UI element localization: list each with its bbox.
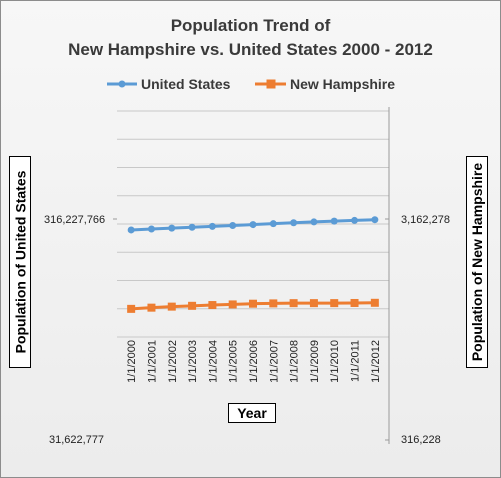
data-point-united-states bbox=[249, 221, 257, 229]
right-tick-label-high: 3,162,278 bbox=[401, 214, 450, 226]
data-point-united-states bbox=[168, 224, 176, 232]
x-tick-label: 1/1/2004 bbox=[207, 340, 219, 383]
data-point-new-hampshire bbox=[350, 298, 359, 307]
data-point-new-hampshire bbox=[330, 299, 339, 308]
data-point-new-hampshire bbox=[127, 304, 136, 313]
data-point-united-states bbox=[269, 220, 277, 228]
legend-label-new-hampshire: New Hampshire bbox=[290, 76, 396, 92]
chart-title-line-1: Population Trend of bbox=[170, 16, 331, 35]
y-axis-title-left: Population of United States bbox=[9, 156, 31, 368]
y-axis-title-left-text: Population of United States bbox=[12, 170, 28, 354]
x-tick-label: 1/1/2008 bbox=[289, 340, 301, 383]
data-point-new-hampshire bbox=[309, 299, 318, 308]
data-point-united-states bbox=[330, 217, 338, 225]
data-point-new-hampshire bbox=[208, 301, 217, 310]
legend-marker-united-states bbox=[118, 80, 126, 88]
data-point-new-hampshire bbox=[289, 299, 298, 308]
x-tick-label: 1/1/2012 bbox=[370, 340, 382, 383]
left-tick-label-low: 31,622,777 bbox=[49, 434, 105, 446]
data-point-united-states bbox=[371, 216, 379, 224]
x-tick-label: 1/1/2002 bbox=[167, 340, 179, 383]
legend-label-united-states: United States bbox=[141, 76, 231, 92]
data-point-new-hampshire bbox=[249, 299, 257, 308]
x-tick-label: 1/1/2009 bbox=[309, 340, 321, 383]
data-point-united-states bbox=[208, 222, 216, 230]
data-point-new-hampshire bbox=[147, 303, 156, 312]
data-point-united-states bbox=[351, 216, 359, 224]
left-tick-label-high: 316,227,766 bbox=[44, 214, 106, 226]
chart-title-line-2: New Hampshire vs. United States 2000 - 2… bbox=[68, 40, 433, 59]
data-point-new-hampshire bbox=[370, 298, 379, 307]
data-point-new-hampshire bbox=[167, 302, 176, 311]
y-axis-title-right: Population of New Hampshire bbox=[466, 156, 488, 368]
x-axis-title: Year bbox=[228, 403, 276, 423]
data-point-united-states bbox=[290, 219, 298, 227]
x-tick-label: 1/1/2001 bbox=[146, 340, 158, 383]
x-tick-label: 1/1/2006 bbox=[248, 340, 260, 383]
data-point-new-hampshire bbox=[188, 301, 197, 310]
data-point-united-states bbox=[147, 225, 155, 233]
x-tick-label: 1/1/2007 bbox=[268, 340, 280, 383]
data-point-new-hampshire bbox=[269, 299, 278, 308]
data-point-united-states bbox=[310, 218, 318, 226]
x-tick-label: 1/1/2000 bbox=[126, 340, 138, 383]
x-tick-label: 1/1/2003 bbox=[187, 340, 199, 383]
x-tick-label: 1/1/2010 bbox=[329, 340, 341, 383]
y-axis-title-right-text: Population of New Hampshire bbox=[469, 162, 486, 362]
data-point-new-hampshire bbox=[228, 300, 237, 309]
right-tick-label-low: 316,228 bbox=[401, 434, 441, 446]
x-axis-title-text: Year bbox=[237, 405, 267, 421]
x-tick-label: 1/1/2005 bbox=[228, 340, 240, 383]
legend-marker-new-hampshire bbox=[266, 79, 276, 89]
data-point-united-states bbox=[229, 222, 237, 230]
x-tick-label: 1/1/2011 bbox=[350, 340, 362, 382]
data-point-united-states bbox=[188, 223, 196, 231]
data-point-united-states bbox=[127, 226, 135, 234]
